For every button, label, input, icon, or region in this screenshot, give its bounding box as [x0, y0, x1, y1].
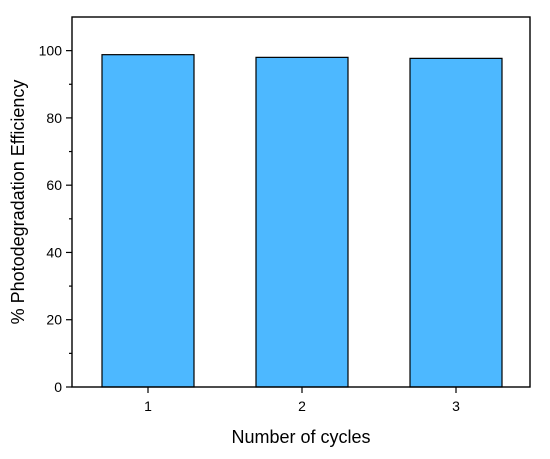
y-tick-label-60: 60: [46, 177, 62, 193]
bar-1: [101, 54, 195, 388]
y-axis-label: % Photodegradation Efficiency: [8, 80, 28, 325]
x-axis-ticks: 1 2 3: [144, 387, 460, 414]
axes-group: [71, 16, 531, 388]
bars-group: [101, 54, 503, 388]
plot-frame: [71, 16, 531, 388]
y-tick-label-100: 100: [39, 43, 63, 59]
bar-2: [255, 56, 349, 388]
x-tick-label-2: 2: [298, 398, 306, 414]
x-axis-label: Number of cycles: [231, 427, 370, 447]
bar-3: [409, 57, 503, 388]
y-tick-label-0: 0: [54, 379, 62, 395]
x-tick-label-3: 3: [452, 398, 460, 414]
y-axis-ticks: 0 20 40 60 80 100: [39, 43, 72, 395]
x-tick-label-1: 1: [144, 398, 152, 414]
y-tick-label-20: 20: [46, 312, 62, 328]
y-tick-label-40: 40: [46, 244, 62, 260]
y-tick-label-80: 80: [46, 110, 62, 126]
